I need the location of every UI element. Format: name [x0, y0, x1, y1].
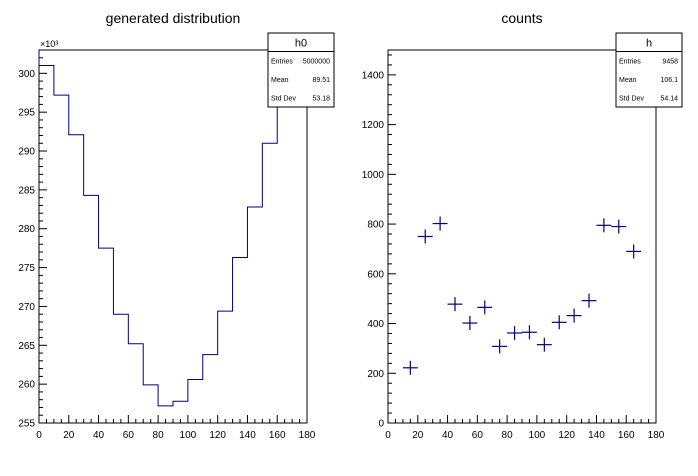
histogram-step-line	[38, 50, 307, 407]
stats-row-value: 106.1	[660, 77, 678, 84]
y-tick-label: 270	[18, 302, 35, 313]
stats-row-value: 53.18	[312, 95, 330, 102]
y-tick-label: 295	[18, 108, 35, 119]
plot-frame	[38, 49, 308, 424]
x-tick-label: 0	[385, 430, 391, 441]
stats-box: h Entries 9458 Mean 106.1 Std Dev 54.14	[615, 32, 683, 108]
y-tick-label: 1000	[362, 170, 385, 181]
x-tick-label: 80	[502, 430, 514, 441]
y-tick-label: 400	[367, 319, 384, 330]
x-tick-label: 20	[63, 430, 75, 441]
stats-row-label: Entries	[271, 58, 293, 65]
x-axis: 0 20 40 60 80 100 120 140 160 180	[36, 415, 316, 441]
stats-box-name: h	[646, 37, 652, 49]
x-tick-label: 60	[123, 430, 135, 441]
chart-title: counts	[501, 10, 542, 26]
stats-box-frame	[267, 32, 335, 108]
stats-row-value: 89.51	[312, 77, 330, 84]
stats-box: h0 Entries 5000000 Mean 89.51 Std Dev 53.18	[267, 32, 335, 108]
x-tick-label: 40	[93, 430, 105, 441]
y-tick-label: 200	[367, 369, 384, 380]
data-point	[551, 315, 567, 330]
data-point	[492, 339, 508, 354]
data-point	[477, 300, 493, 315]
data-point	[402, 360, 418, 375]
y-tick-label: 280	[18, 224, 35, 235]
stats-row-label: Mean	[271, 77, 289, 84]
x-tick-label: 100	[529, 430, 546, 441]
x-tick-label: 0	[36, 430, 42, 441]
y-axis: 0 200 400 600 800 1000 1200 1400	[362, 54, 396, 430]
chart-title: generated distribution	[106, 10, 241, 26]
data-point	[596, 218, 612, 233]
data-point	[432, 216, 448, 231]
data-point	[507, 325, 522, 340]
x-tick-label: 180	[299, 430, 316, 441]
y-tick-label: 260	[18, 380, 35, 391]
x-tick-label: 100	[180, 430, 197, 441]
y-tick-label: 600	[367, 269, 384, 280]
data-point	[462, 316, 478, 331]
x-axis: 0 20 40 60 80 100 120 140 160 180	[385, 415, 665, 441]
x-tick-label: 40	[442, 430, 454, 441]
data-point	[417, 229, 433, 244]
data-point	[522, 325, 537, 340]
stats-row-value: 9458	[662, 58, 678, 65]
data-point	[626, 244, 642, 259]
y-tick-label: 285	[18, 185, 35, 196]
stats-row-label: Mean	[619, 77, 637, 84]
chart-counts: counts 0 200 400 600 800 1000 1200 1400 0 20 40 60…	[362, 10, 683, 441]
y-tick-label: 265	[18, 341, 35, 352]
y-axis-multiplier: ×10³	[40, 39, 58, 49]
x-tick-label: 180	[648, 430, 665, 441]
stats-box-name: h0	[295, 37, 307, 49]
x-tick-label: 120	[558, 430, 575, 441]
chart-generated-distribution: generated distribution 255 260 265 270 275 28…	[18, 10, 335, 441]
y-tick-label: 0	[378, 419, 384, 430]
data-point	[536, 337, 552, 352]
stats-row-label: Std Dev	[619, 95, 644, 102]
stats-row-label: Std Dev	[271, 95, 296, 102]
x-tick-label: 160	[618, 430, 635, 441]
x-tick-label: 60	[472, 430, 484, 441]
x-tick-label: 120	[209, 430, 226, 441]
data-point	[447, 297, 463, 312]
stats-box-frame	[615, 32, 683, 108]
stats-row-label: Entries	[619, 58, 641, 65]
data-point	[566, 308, 582, 323]
y-tick-label: 800	[367, 220, 384, 231]
y-tick-label: 255	[18, 419, 35, 430]
x-tick-label: 80	[153, 430, 165, 441]
x-tick-label: 20	[412, 430, 424, 441]
data-point	[581, 293, 597, 308]
stats-row-value: 54.14	[660, 95, 678, 102]
y-tick-label: 290	[18, 147, 35, 158]
y-tick-label: 275	[18, 263, 35, 274]
y-tick-label: 300	[18, 69, 35, 80]
x-tick-label: 140	[588, 430, 605, 441]
y-axis: 255 260 265 270 275 280 285 290 295 300	[18, 57, 47, 430]
data-points	[402, 216, 642, 375]
y-tick-label: 1200	[362, 120, 385, 131]
data-point	[611, 219, 627, 234]
stats-row-value: 5000000	[303, 58, 330, 65]
x-tick-label: 140	[239, 430, 256, 441]
y-tick-label: 1400	[362, 70, 385, 81]
x-tick-label: 160	[269, 430, 286, 441]
